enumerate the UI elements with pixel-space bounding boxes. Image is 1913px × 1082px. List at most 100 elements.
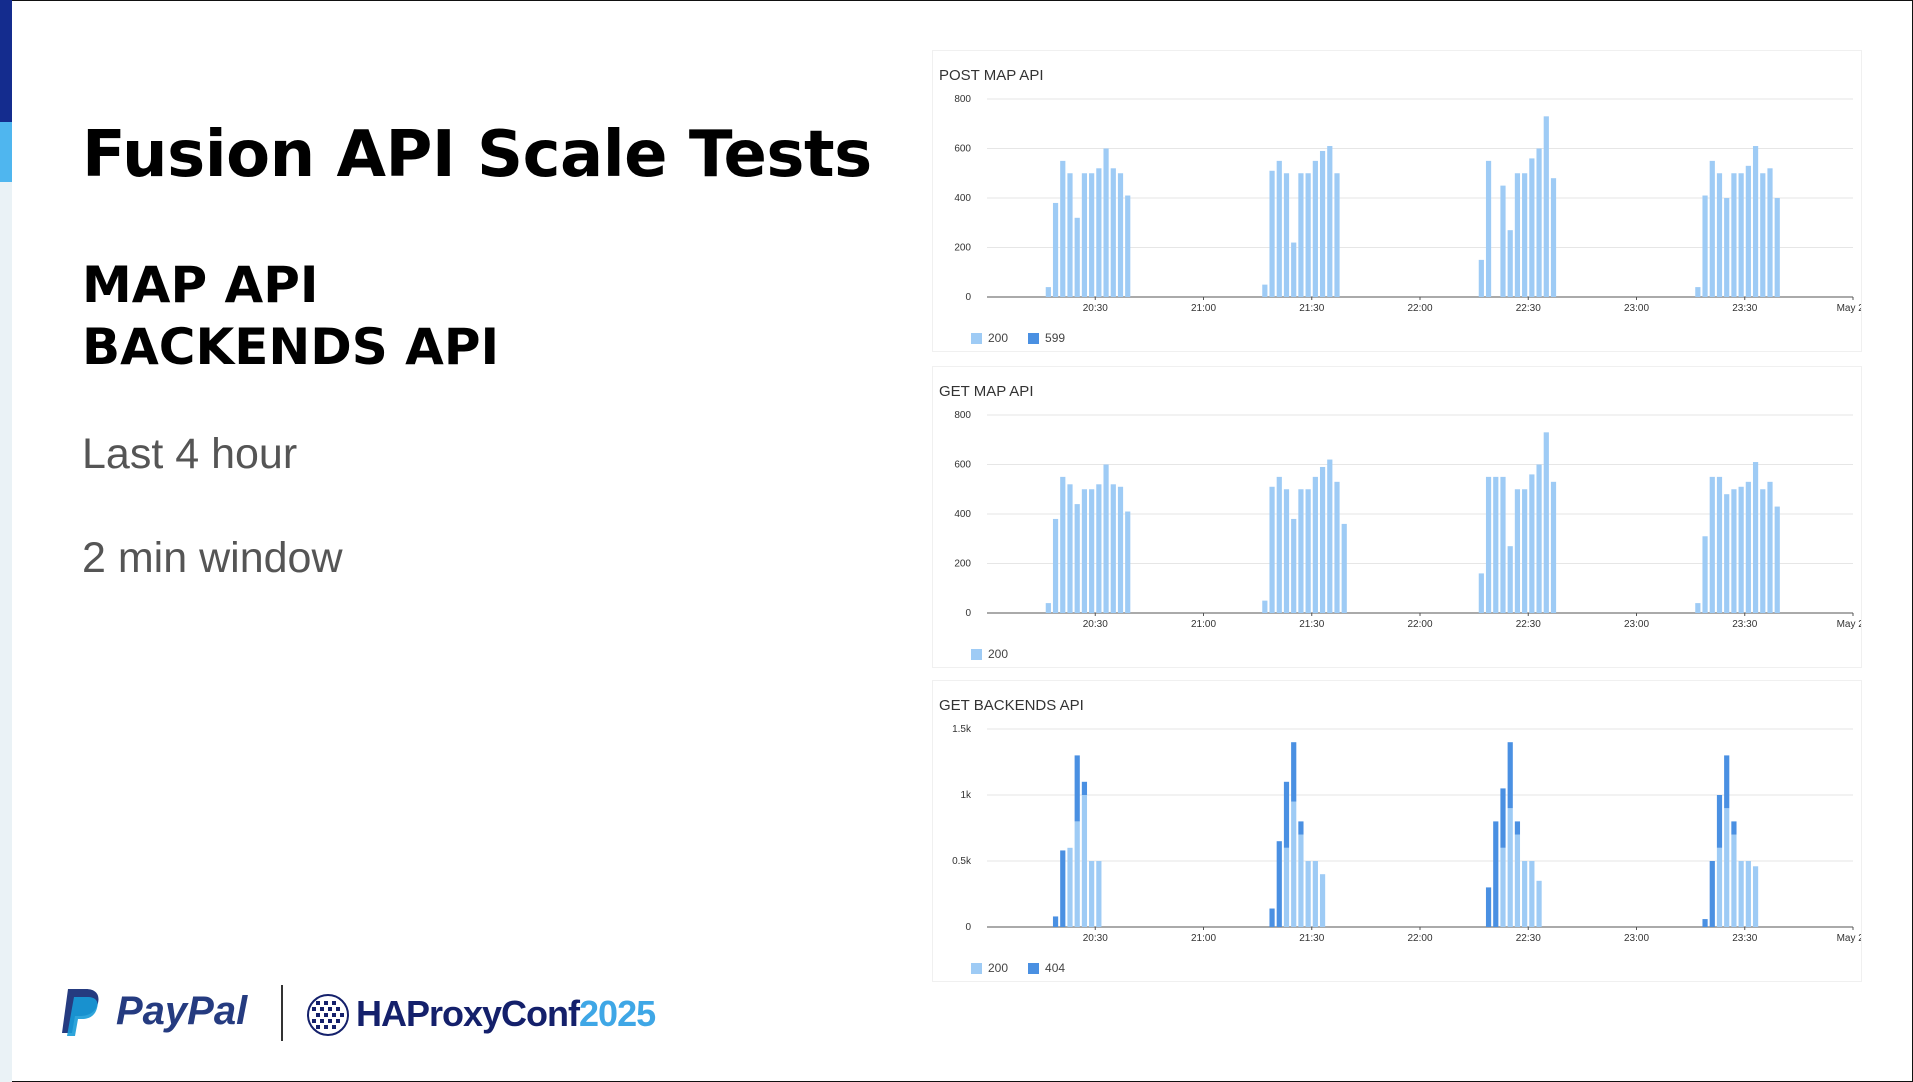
y-tick-label: 0 xyxy=(965,292,971,303)
x-tick-label: 23:30 xyxy=(1732,303,1757,314)
bar-200 xyxy=(1760,173,1766,297)
accent-bar-dark xyxy=(0,0,12,122)
bar-404 xyxy=(1716,795,1723,848)
x-tick-label: 23:30 xyxy=(1732,933,1757,944)
bar-200 xyxy=(1089,861,1095,927)
bar-404 xyxy=(1731,821,1737,835)
bar-200 xyxy=(1312,861,1318,927)
bar-404 xyxy=(1507,742,1513,809)
bar-200 xyxy=(1493,476,1499,613)
bar-200 xyxy=(1774,198,1780,297)
bar-200 xyxy=(1103,464,1109,613)
subtitle-map-api: MAP API xyxy=(82,256,319,314)
y-tick-label: 400 xyxy=(954,509,971,520)
bar-200 xyxy=(1522,173,1528,297)
bar-200 xyxy=(1536,880,1542,927)
bar-200 xyxy=(1543,432,1549,613)
legend-label: 200 xyxy=(988,961,1009,975)
bar-200 xyxy=(1060,160,1066,297)
chart-legend: 200 404 xyxy=(971,961,1065,975)
bar-200 xyxy=(1081,489,1088,613)
bar-200 xyxy=(1074,217,1080,297)
x-tick-label: 22:30 xyxy=(1516,933,1541,944)
bar-200 xyxy=(1702,195,1708,297)
bar-200 xyxy=(1283,173,1290,297)
legend-label: 200 xyxy=(988,647,1009,661)
x-tick-label: 23:30 xyxy=(1732,619,1757,630)
bar-404 xyxy=(1074,755,1080,822)
x-tick-label: 23:00 xyxy=(1624,303,1649,314)
legend-item-599[interactable]: 599 xyxy=(1028,331,1065,345)
footer-logos: PayPal HAProxyConf2025 xyxy=(60,985,680,1041)
bar-200 xyxy=(1514,173,1521,297)
x-tick-label: 20:30 xyxy=(1083,619,1108,630)
bar-200 xyxy=(1529,158,1535,297)
note-time-range: Last 4 hour xyxy=(82,430,298,478)
bar-200 xyxy=(1312,160,1318,297)
chart-legend: 200 599 xyxy=(971,331,1065,345)
x-tick-label: 21:30 xyxy=(1299,303,1324,314)
bar-200 xyxy=(1305,173,1311,297)
accent-bar-pale xyxy=(0,182,12,1082)
bar-200 xyxy=(1060,476,1066,613)
bar-200 xyxy=(1752,462,1759,613)
chart-legend: 200 xyxy=(971,647,1008,661)
bar-200 xyxy=(1709,160,1715,297)
bar-200 xyxy=(1485,476,1492,613)
bar-200 xyxy=(1067,847,1073,927)
bar-200 xyxy=(1550,481,1557,613)
bar-200 xyxy=(1045,603,1051,613)
x-tick-label: May 25 xyxy=(1837,303,1861,314)
bar-200 xyxy=(1738,486,1744,613)
chart-title: GET MAP API xyxy=(939,383,1034,400)
bar-404 xyxy=(1298,821,1304,835)
bar-404 xyxy=(1493,821,1499,927)
haproxyconf-year: 2025 xyxy=(579,993,656,1034)
chart-panel-get-backends-api: GET BACKENDS API 0 0.5k 1k 1.5k 20:30 21:00 21… xyxy=(932,680,1862,982)
bar-200 xyxy=(1052,518,1059,613)
y-tick-label: 200 xyxy=(954,559,971,570)
bar-200 xyxy=(1478,259,1484,297)
x-tick-label: 20:30 xyxy=(1083,303,1108,314)
bar-200 xyxy=(1269,486,1275,613)
legend-item-200[interactable]: 200 xyxy=(971,961,1008,975)
x-tick-label: 23:00 xyxy=(1624,619,1649,630)
x-tick-label: 22:30 xyxy=(1516,303,1541,314)
logo-divider xyxy=(281,985,283,1041)
x-tick-label: 22:00 xyxy=(1407,303,1432,314)
legend-label: 200 xyxy=(988,331,1009,345)
bar-200 xyxy=(1276,160,1282,297)
y-tick-label: 0 xyxy=(965,922,971,933)
bar-200 xyxy=(1319,874,1326,927)
bar-200 xyxy=(1045,287,1051,297)
bar-200 xyxy=(1327,146,1333,297)
bar-404 xyxy=(1724,755,1730,809)
bar-200 xyxy=(1312,476,1318,613)
bar-200 xyxy=(1110,168,1116,297)
chart-title: POST MAP API xyxy=(939,67,1044,84)
bar-404 xyxy=(1291,742,1297,802)
bar-404 xyxy=(1702,919,1708,927)
x-tick-label: May 25 xyxy=(1837,933,1861,944)
legend-item-404[interactable]: 404 xyxy=(1028,961,1065,975)
bar-404 xyxy=(1060,850,1066,927)
legend-item-200[interactable]: 200 xyxy=(971,647,1008,661)
bar-200 xyxy=(1291,801,1297,927)
x-tick-label: 23:00 xyxy=(1624,933,1649,944)
legend-swatch xyxy=(971,962,982,974)
bar-200 xyxy=(1319,150,1326,297)
legend-item-200[interactable]: 200 xyxy=(971,331,1008,345)
bar-200 xyxy=(1319,466,1326,613)
bar-200 xyxy=(1767,168,1773,297)
bar-404 xyxy=(1485,887,1492,927)
x-tick-label: 22:00 xyxy=(1407,619,1432,630)
chart-get-map-api: 0 200 400 600 800 20:30 21:00 21:30 22:00 22:30 23… xyxy=(954,410,1861,630)
bar-200 xyxy=(1089,489,1095,613)
x-tick-label: 21:30 xyxy=(1299,619,1324,630)
chart-panel-post-map-api: POST MAP API 0 200 400 600 800 20:30 21:00 21:3… xyxy=(932,50,1862,352)
bar-200 xyxy=(1500,847,1506,927)
x-tick-label: 22:00 xyxy=(1407,933,1432,944)
bar-200 xyxy=(1334,173,1340,297)
y-tick-label: 1k xyxy=(960,790,972,801)
bar-200 xyxy=(1327,459,1333,613)
